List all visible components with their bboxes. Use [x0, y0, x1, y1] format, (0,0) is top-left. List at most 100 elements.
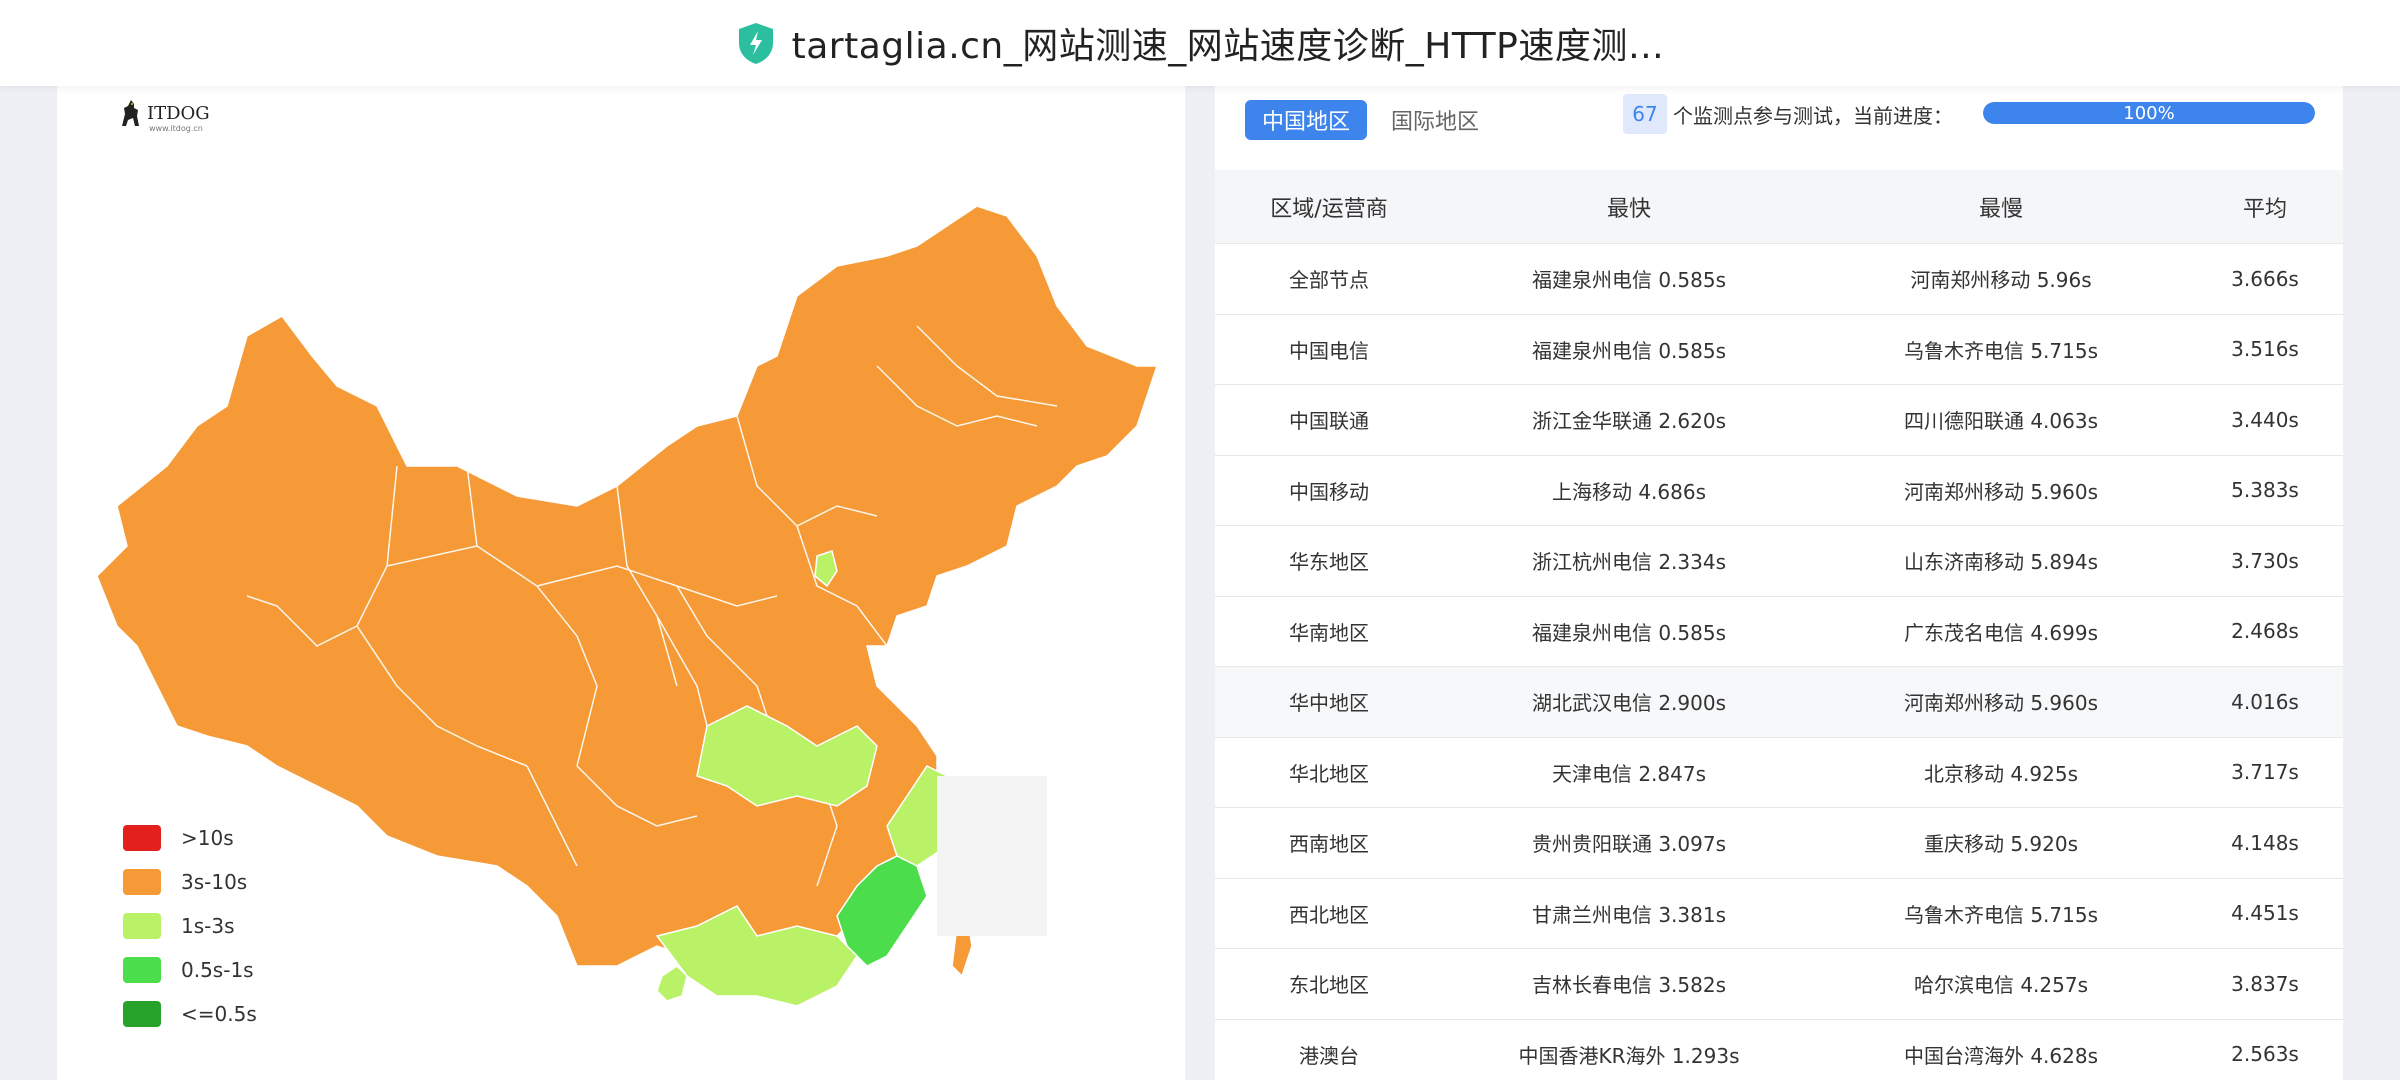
cell-region: 港澳台	[1299, 1043, 1359, 1068]
cell-fastest: 天津电信 2.847s	[1551, 761, 1707, 786]
itdog-logo: ITDOG www.itdog.cn	[119, 98, 210, 133]
legend-label: <=0.5s	[181, 1002, 257, 1026]
cell-region: 全部节点	[1289, 268, 1369, 293]
cell-fastest: 甘肃兰州电信 3.381s	[1531, 902, 1727, 927]
table-row[interactable]: 东北地区 吉林长春电信 3.582s 哈尔滨电信 4.257s 3.837s	[1215, 949, 2343, 1020]
progress-fill: 100%	[1983, 102, 2315, 124]
dog-icon	[122, 100, 139, 126]
cell-fastest: 贵州贵阳联通 3.097s	[1531, 832, 1727, 857]
cell-average: 4.451s	[2231, 901, 2299, 926]
logo-text: ITDOG	[147, 102, 210, 124]
cell-fastest: 湖北武汉电信 2.900s	[1531, 691, 1727, 716]
legend-label: 0.5s-1s	[181, 958, 254, 982]
cell-average: 4.016s	[2231, 689, 2299, 714]
col-header-region[interactable]: 区域/运营商	[1270, 196, 1388, 222]
cell-region: 中国电信	[1289, 338, 1369, 363]
cell-average: 3.730s	[2231, 548, 2299, 573]
cell-fastest: 上海移动 4.686s	[1551, 479, 1707, 504]
cell-average: 3.666s	[2231, 266, 2299, 291]
legend-swatch	[123, 825, 161, 851]
map-legend: >10s 3s-10s 1s-3s 0.5s-1s <=0.5s	[123, 816, 257, 1036]
results-table: 区域/运营商 最快 最慢 平均 全部节点 福建泉州电信 0.585s 河南郑州移…	[1215, 170, 2343, 1080]
col-header-slowest[interactable]: 最慢	[1978, 196, 2023, 222]
progress-caption: 个监测点参与测试，当前进度：	[1673, 103, 1953, 128]
cell-average: 3.837s	[2231, 971, 2299, 996]
progress-bar: 100%	[1983, 102, 2315, 124]
legend-item: >10s	[123, 816, 257, 860]
map-region-green-fujian	[836, 855, 928, 967]
cell-average: 3.440s	[2231, 407, 2299, 432]
cell-region: 华东地区	[1289, 550, 1369, 575]
tab-china-region[interactable]: 中国地区	[1245, 100, 1367, 140]
table-row[interactable]: 中国电信 福建泉州电信 0.585s 乌鲁木齐电信 5.715s 3.516s	[1215, 314, 2343, 385]
cell-slowest: 重庆移动 5.920s	[1923, 832, 2079, 857]
legend-item: 3s-10s	[123, 860, 257, 904]
cell-region: 华南地区	[1289, 620, 1369, 645]
cell-average: 4.148s	[2231, 830, 2299, 855]
south-sea-inset	[937, 776, 1047, 936]
cell-slowest: 乌鲁木齐电信 5.715s	[1903, 338, 2099, 363]
table-row[interactable]: 华南地区 福建泉州电信 0.585s 广东茂名电信 4.699s 2.468s	[1215, 596, 2343, 667]
legend-label: 3s-10s	[181, 870, 248, 894]
cell-fastest: 福建泉州电信 0.585s	[1531, 620, 1727, 645]
cell-slowest: 河南郑州移动 5.960s	[1903, 479, 2099, 504]
cell-fastest: 浙江金华联通 2.620s	[1531, 409, 1727, 434]
legend-item: 1s-3s	[123, 904, 257, 948]
tab-international-region[interactable]: 国际地区	[1391, 110, 1480, 135]
cell-average: 3.516s	[2231, 337, 2299, 362]
legend-label: >10s	[181, 826, 234, 850]
legend-item: <=0.5s	[123, 992, 257, 1036]
cell-slowest: 广东茂名电信 4.699s	[1903, 620, 2099, 645]
cell-region: 中国移动	[1289, 479, 1369, 504]
table-row[interactable]: 中国移动 上海移动 4.686s 河南郑州移动 5.960s 5.383s	[1215, 455, 2343, 526]
cell-region: 东北地区	[1289, 973, 1369, 998]
table-row[interactable]: 西南地区 贵州贵阳联通 3.097s 重庆移动 5.920s 4.148s	[1215, 808, 2343, 879]
cell-slowest: 河南郑州移动 5.96s	[1910, 268, 2092, 293]
cell-average: 3.717s	[2231, 760, 2299, 785]
table-row[interactable]: 华北地区 天津电信 2.847s 北京移动 4.925s 3.717s	[1215, 737, 2343, 808]
node-count-badge: 67	[1623, 94, 1667, 134]
map-region-hainan	[656, 965, 688, 1002]
table-row[interactable]: 中国联通 浙江金华联通 2.620s 四川德阳联通 4.063s 3.440s	[1215, 385, 2343, 456]
map-region-light-green-central	[696, 705, 878, 807]
legend-item: 0.5s-1s	[123, 948, 257, 992]
map-region-light-green-south	[655, 905, 858, 1006]
cell-slowest: 北京移动 4.925s	[1923, 761, 2079, 786]
cell-fastest: 中国香港KR海外 1.293s	[1518, 1043, 1740, 1068]
cell-region: 西南地区	[1289, 832, 1369, 857]
cell-region: 华中地区	[1289, 691, 1369, 716]
cell-average: 2.468s	[2231, 619, 2299, 644]
legend-swatch	[123, 957, 161, 983]
cell-slowest: 河南郑州移动 5.960s	[1903, 691, 2099, 716]
cell-slowest: 山东济南移动 5.894s	[1903, 550, 2099, 575]
map-region-light-green-tianjin	[814, 550, 838, 588]
cell-average: 5.383s	[2231, 478, 2299, 503]
legend-label: 1s-3s	[181, 914, 235, 938]
cell-slowest: 哈尔滨电信 4.257s	[1913, 973, 2089, 998]
china-map	[96, 205, 1159, 1006]
cell-fastest: 浙江杭州电信 2.334s	[1531, 550, 1727, 575]
legend-swatch	[123, 913, 161, 939]
logo-url: www.itdog.cn	[149, 124, 203, 133]
table-row[interactable]: 西北地区 甘肃兰州电信 3.381s 乌鲁木齐电信 5.715s 4.451s	[1215, 878, 2343, 949]
table-row[interactable]: 港澳台 中国香港KR海外 1.293s 中国台湾海外 4.628s 2.563s	[1215, 1019, 2343, 1080]
cell-region: 华北地区	[1289, 761, 1369, 786]
cell-region: 西北地区	[1289, 902, 1369, 927]
legend-swatch	[123, 869, 161, 895]
title-bar: tartaglia.cn_网站测速_网站速度诊断_HTTP速度测…	[0, 0, 2400, 86]
cell-slowest: 四川德阳联通 4.063s	[1903, 409, 2099, 434]
cell-average: 2.563s	[2231, 1042, 2299, 1067]
map-mainland	[96, 205, 1159, 977]
table-row[interactable]: 华中地区 湖北武汉电信 2.900s 河南郑州移动 5.960s 4.016s	[1215, 667, 2343, 738]
table-header: 区域/运营商 最快 最慢 平均	[1215, 170, 2343, 244]
col-header-average[interactable]: 平均	[2242, 196, 2287, 222]
cell-slowest: 乌鲁木齐电信 5.715s	[1903, 902, 2099, 927]
table-row[interactable]: 全部节点 福建泉州电信 0.585s 河南郑州移动 5.96s 3.666s	[1215, 244, 2343, 315]
cell-region: 中国联通	[1289, 409, 1369, 434]
cell-fastest: 吉林长春电信 3.582s	[1531, 973, 1727, 998]
table-row[interactable]: 华东地区 浙江杭州电信 2.334s 山东济南移动 5.894s 3.730s	[1215, 526, 2343, 597]
col-header-fastest[interactable]: 最快	[1606, 196, 1651, 222]
cell-fastest: 福建泉州电信 0.585s	[1531, 268, 1727, 293]
cell-slowest: 中国台湾海外 4.628s	[1903, 1043, 2099, 1068]
results-card: 中国地区 国际地区 67 个监测点参与测试，当前进度： 100% 区域/运营商 …	[1215, 86, 2343, 1080]
